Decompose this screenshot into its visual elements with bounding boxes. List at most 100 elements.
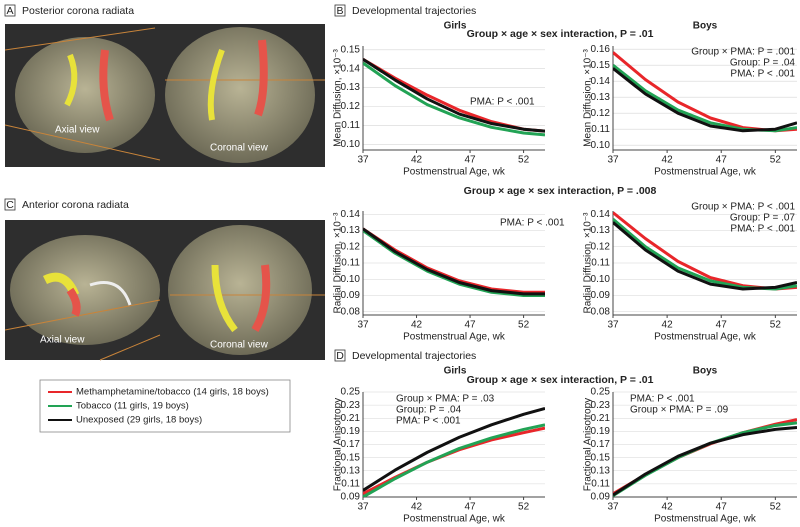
y-tick-label: 0.13 [591, 225, 611, 236]
x-tick-label: 47 [464, 502, 476, 513]
y-tick-label: 0.11 [591, 258, 610, 269]
annotation: Group × PMA: P = .001 [691, 47, 795, 58]
y-tick-label: 0.19 [341, 426, 361, 437]
x-tick-label: 42 [411, 320, 423, 331]
x-tick-label: 52 [518, 320, 530, 331]
y-tick-label: 0.23 [591, 400, 611, 411]
panel-title: Posterior corona radiata [22, 5, 134, 17]
fit-line [363, 61, 545, 137]
view-label: Axial view [55, 125, 100, 136]
y-tick-label: 0.13 [591, 92, 611, 103]
x-tick-label: 47 [464, 320, 476, 331]
y-tick-label: 0.11 [591, 479, 610, 490]
y-tick-label: 0.16 [591, 44, 611, 55]
y-tick-label: 0.11 [341, 258, 360, 269]
x-tick-label: 42 [411, 502, 423, 513]
y-axis-label: Fractional Anisotropy [583, 398, 594, 491]
tract-yellow [64, 53, 78, 107]
y-tick-label: 0.17 [591, 439, 611, 450]
fit-line [363, 227, 545, 296]
interaction-label: Group × age × sex interaction, P = .008 [464, 185, 657, 197]
x-tick-label: 42 [662, 155, 674, 166]
x-tick-label: 52 [518, 155, 530, 166]
x-tick-label: 42 [662, 320, 674, 331]
y-tick-label: 0.10 [591, 140, 611, 151]
annotation: PMA: P < .001 [630, 394, 695, 405]
view-label: Coronal view [210, 143, 269, 154]
view-label: Axial view [40, 335, 85, 346]
x-tick-label: 47 [716, 155, 728, 166]
chart-title: Boys [693, 366, 718, 377]
y-tick-label: 0.21 [341, 413, 361, 424]
annotation: Group × PMA: P = .09 [630, 405, 729, 416]
y-tick-label: 0.17 [341, 439, 361, 450]
y-tick-label: 0.08 [341, 306, 361, 317]
y-axis-label: Radial Diffusion, ×10⁻³ [583, 212, 594, 314]
y-tick-label: 0.23 [341, 400, 361, 411]
y-tick-label: 0.10 [341, 274, 361, 285]
brain-coronal [168, 225, 312, 355]
brain-axial [10, 235, 160, 345]
fit-line [613, 217, 797, 291]
annotation: PMA: P < .001 [500, 218, 565, 229]
plot: 0.08 0.09 0.10 0.11 0.12 0.13 0.14 37 42 47 52 Post… [583, 202, 797, 343]
legend-label: Methamphetamine/tobacco (14 girls, 18 bo… [76, 387, 269, 398]
fit-line [613, 421, 797, 497]
section-title: Developmental trajectories [352, 5, 476, 17]
x-tick-label: 37 [357, 502, 369, 513]
panel-letter-box [334, 349, 346, 362]
annotation: Group × PMA: P < .001 [691, 202, 795, 213]
tract-red [254, 39, 268, 117]
panel-letter-box [334, 4, 346, 17]
slice-plane [4, 27, 161, 161]
y-tick-label: 0.15 [591, 452, 611, 463]
interaction-label: Group × age × sex interaction, P = .01 [467, 28, 654, 40]
annotation: PMA: P < .001 [396, 416, 461, 427]
x-axis-label: Postmenstrual Age, wk [403, 332, 506, 343]
panel-letter: D [336, 350, 344, 362]
panel-title: Anterior corona radiata [22, 199, 129, 211]
y-axis-label: Mean Diffusion, ×10⁻³ [583, 49, 594, 147]
y-tick-label: 0.25 [591, 387, 611, 398]
y-tick-label: 0.10 [591, 274, 611, 285]
y-tick-label: 0.14 [591, 209, 611, 220]
fit-line [613, 221, 797, 291]
y-tick-label: 0.19 [591, 426, 611, 437]
y-tick-label: 0.11 [591, 124, 610, 135]
x-tick-label: 52 [518, 502, 530, 513]
x-tick-label: 47 [716, 320, 728, 331]
annotation: Group: P = .04 [730, 58, 796, 69]
y-tick-label: 0.09 [591, 492, 611, 503]
y-tick-label: 0.12 [341, 241, 361, 252]
brain-axial [15, 37, 155, 153]
x-axis-label: Postmenstrual Age, wk [403, 167, 506, 178]
x-tick-label: 52 [770, 502, 782, 513]
x-tick-label: 42 [411, 155, 423, 166]
y-tick-label: 0.11 [341, 479, 360, 490]
y-tick-label: 0.12 [591, 241, 611, 252]
x-tick-label: 37 [357, 155, 369, 166]
tract-yellow [211, 264, 238, 333]
y-tick-label: 0.12 [341, 101, 361, 112]
y-tick-label: 0.12 [591, 108, 611, 119]
fit-line [363, 423, 545, 497]
annotation: Group × PMA: P = .03 [396, 394, 495, 405]
slice-plane [4, 299, 161, 361]
y-tick-label: 0.14 [341, 63, 361, 74]
plot: 0.09 0.11 0.13 0.15 0.17 0.19 0.21 0.23 0.25 37 42… [333, 366, 545, 525]
x-tick-label: 37 [357, 320, 369, 331]
annotation: PMA: P < .001 [730, 69, 795, 80]
fit-line [363, 57, 545, 133]
fit-line [363, 406, 545, 492]
annotation: PMA: P < .001 [730, 224, 795, 235]
chart-title: Girls [444, 366, 467, 377]
x-tick-label: 37 [607, 502, 619, 513]
panel-letter-box [4, 4, 16, 17]
x-tick-label: 37 [607, 155, 619, 166]
y-tick-label: 0.08 [591, 306, 611, 317]
y-tick-label: 0.13 [341, 465, 361, 476]
chart-title: Boys [693, 21, 718, 32]
y-tick-label: 0.13 [591, 465, 611, 476]
y-tick-label: 0.09 [341, 492, 361, 503]
fit-line [613, 67, 797, 133]
